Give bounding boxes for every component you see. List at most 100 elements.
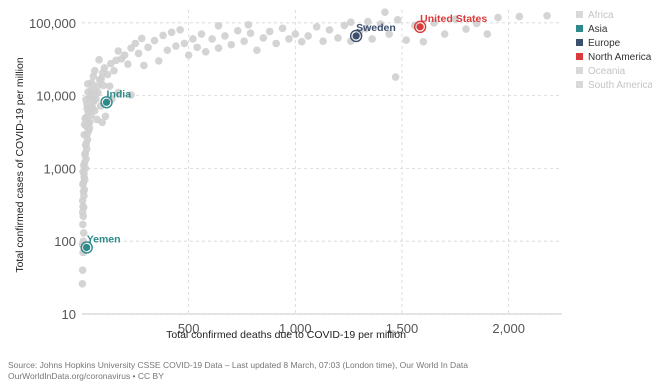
data-point — [78, 266, 87, 274]
data-point — [201, 47, 210, 56]
data-point — [253, 46, 261, 55]
data-point — [221, 32, 229, 40]
data-point — [214, 44, 223, 52]
data-point — [134, 49, 143, 58]
data-point — [364, 17, 372, 26]
data-point — [376, 20, 385, 28]
data-point — [79, 161, 88, 170]
legend-label: North America — [588, 52, 652, 63]
data-point — [272, 39, 280, 48]
data-point — [319, 37, 327, 45]
data-point — [197, 30, 206, 38]
data-point — [83, 104, 91, 113]
data-point — [184, 51, 193, 59]
data-point — [120, 51, 129, 59]
data-point — [483, 30, 492, 38]
data-point — [79, 202, 87, 211]
data-point — [95, 56, 103, 64]
data-point — [114, 88, 123, 97]
data-point — [361, 24, 370, 33]
data-point — [155, 57, 163, 65]
data-point — [259, 34, 268, 42]
data-point — [312, 23, 321, 31]
x-tick-label: 1,500 — [386, 321, 419, 336]
data-point — [244, 20, 253, 29]
point-label: Sweden — [356, 22, 396, 34]
data-point — [82, 113, 90, 122]
legend-swatch — [576, 25, 583, 32]
highlight-point — [102, 98, 111, 106]
data-point — [385, 30, 394, 38]
data-point — [391, 73, 400, 81]
data-point — [80, 120, 89, 129]
data-point — [81, 149, 89, 158]
data-point — [297, 37, 306, 46]
data-point — [163, 46, 172, 55]
data-point — [227, 40, 236, 49]
data-point — [214, 22, 223, 30]
data-point — [208, 35, 216, 43]
data-point — [101, 112, 110, 121]
data-point — [304, 32, 312, 40]
x-tick-label: 1,000 — [279, 321, 312, 336]
y-tick-label: 100,000 — [29, 16, 76, 31]
data-point — [494, 13, 502, 22]
data-point — [127, 91, 135, 99]
legend-swatch — [576, 11, 583, 18]
y-tick-label: 10,000 — [36, 89, 76, 104]
data-point — [78, 208, 87, 217]
data-point — [159, 31, 167, 40]
highlight-point — [416, 23, 424, 31]
data-point — [97, 75, 105, 83]
data-point — [100, 64, 109, 72]
data-point — [285, 35, 293, 43]
data-point — [93, 115, 101, 124]
data-point — [240, 37, 248, 45]
data-point — [233, 26, 242, 35]
data-point — [137, 34, 146, 43]
data-point — [340, 21, 349, 30]
data-point — [131, 39, 140, 48]
data-point — [472, 19, 481, 28]
data-point — [393, 16, 402, 24]
data-point — [110, 66, 118, 75]
source-note: Source: Johns Hopkins University CSSE CO… — [8, 360, 469, 370]
data-point — [368, 35, 376, 43]
highlight-ring — [80, 241, 93, 254]
y-tick-label: 1,000 — [43, 161, 76, 176]
data-point — [419, 37, 428, 46]
x-tick-label: 500 — [178, 321, 200, 336]
data-point — [515, 12, 524, 21]
data-point — [176, 26, 184, 34]
data-point — [96, 102, 105, 110]
data-point — [79, 180, 87, 189]
data-point — [82, 139, 91, 148]
data-point — [246, 29, 255, 38]
data-point — [82, 95, 90, 104]
y-tick-label: 100 — [54, 234, 76, 249]
legend: Africa Asia Europe North America Oceania Sout… — [576, 10, 652, 91]
highlight-ring — [100, 96, 113, 109]
data-point — [114, 47, 123, 55]
data-point — [440, 30, 449, 38]
data-point — [150, 36, 159, 45]
data-point — [140, 61, 148, 70]
data-point — [84, 88, 92, 96]
data-point — [91, 66, 99, 75]
highlight-ring — [413, 20, 427, 34]
data-point — [189, 35, 197, 43]
legend-label: Europe — [588, 38, 621, 49]
data-point — [193, 43, 201, 52]
data-point — [94, 88, 102, 97]
legend-swatch — [576, 81, 583, 88]
point-label: Yemen — [87, 233, 121, 245]
highlighted-points: United States Sweden India Yemen — [80, 13, 487, 254]
data-point — [334, 34, 342, 42]
legend-swatch — [576, 39, 583, 46]
axis-ticks: 10 100 1,000 10,000 100,000 500 1,000 1,500 2,00… — [29, 16, 525, 336]
highlight-ring — [349, 29, 363, 43]
data-point — [144, 43, 152, 52]
y-tick-label: 10 — [62, 307, 76, 322]
data-point — [87, 78, 96, 87]
